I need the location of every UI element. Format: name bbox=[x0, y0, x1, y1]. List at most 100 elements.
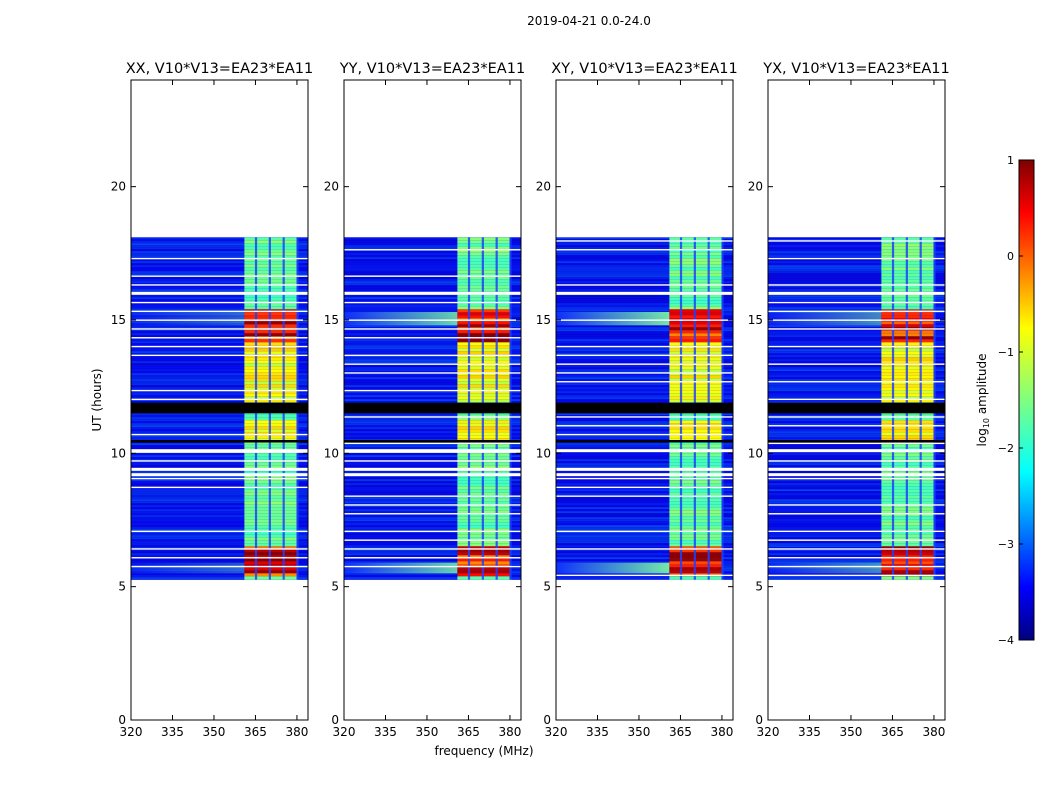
noise-row bbox=[768, 509, 945, 511]
noise-row bbox=[344, 429, 521, 431]
flagged-row bbox=[556, 477, 733, 480]
flagged-row bbox=[556, 381, 733, 383]
flagged-row bbox=[556, 291, 733, 295]
noise-row bbox=[344, 561, 521, 563]
noise-row bbox=[556, 285, 733, 287]
noise-row bbox=[556, 379, 733, 381]
noise-row bbox=[768, 429, 945, 431]
flagged-row bbox=[768, 425, 945, 427]
noise-row bbox=[131, 395, 308, 397]
noise-row bbox=[768, 359, 945, 361]
y-tick-label: 20 bbox=[324, 180, 339, 194]
noise-row bbox=[556, 421, 733, 423]
noise-row bbox=[344, 295, 521, 297]
y-tick-label: 10 bbox=[748, 446, 763, 460]
noise-row bbox=[131, 271, 308, 273]
noise-row bbox=[556, 457, 733, 459]
noise-row bbox=[556, 343, 733, 345]
noise-row bbox=[556, 351, 733, 353]
noise-row bbox=[556, 417, 733, 419]
flagged-row bbox=[556, 240, 733, 242]
flagged-row bbox=[556, 433, 733, 436]
noise-row bbox=[556, 349, 733, 351]
noise-row bbox=[768, 459, 945, 461]
noise-row bbox=[768, 341, 945, 343]
x-tick-label: 335 bbox=[586, 725, 609, 739]
flagged-row bbox=[344, 530, 521, 533]
noise-row bbox=[556, 435, 733, 437]
colorbar-label-rest: amplitude bbox=[975, 354, 989, 418]
axes-frame bbox=[130, 79, 309, 721]
noise-row bbox=[344, 383, 521, 385]
flagged-row bbox=[556, 319, 733, 321]
colorbar-tick-label: −3 bbox=[998, 538, 1014, 551]
noise-row bbox=[131, 373, 308, 375]
flagged-row bbox=[768, 548, 945, 550]
noise-row bbox=[344, 553, 521, 555]
noise-row bbox=[131, 253, 308, 255]
flagged-row bbox=[768, 319, 945, 321]
noise-row bbox=[344, 365, 521, 367]
flagged-row bbox=[344, 467, 521, 471]
flagged-row bbox=[131, 291, 308, 295]
noise-row bbox=[131, 247, 308, 249]
noise-row bbox=[131, 333, 308, 335]
noise-row bbox=[131, 485, 308, 487]
noise-row bbox=[768, 367, 945, 369]
noise-row bbox=[768, 253, 945, 255]
noise-row bbox=[768, 401, 945, 403]
noise-row bbox=[556, 337, 733, 339]
noise-row bbox=[768, 463, 945, 465]
flagged-row bbox=[344, 473, 521, 477]
noise-row bbox=[344, 461, 521, 463]
noise-row bbox=[344, 541, 521, 543]
noise-row bbox=[556, 335, 733, 337]
noise-row bbox=[131, 265, 308, 267]
flagged-row bbox=[131, 301, 308, 304]
noise-row bbox=[131, 459, 308, 461]
noise-row bbox=[556, 459, 733, 461]
noise-row bbox=[768, 555, 945, 557]
noise-row bbox=[131, 261, 308, 263]
noise-row bbox=[344, 415, 521, 417]
flagged-row bbox=[768, 513, 945, 515]
noise-row bbox=[131, 273, 308, 275]
noise-row bbox=[556, 481, 733, 483]
dark-band bbox=[556, 402, 733, 414]
noise-row bbox=[344, 381, 521, 383]
axes-frame bbox=[767, 79, 946, 721]
noise-row bbox=[131, 511, 308, 513]
flagged-row bbox=[344, 565, 521, 568]
x-tick-label: 365 bbox=[457, 725, 480, 739]
noise-row bbox=[344, 531, 521, 533]
noise-row bbox=[131, 351, 308, 353]
noise-row bbox=[131, 305, 308, 307]
noise-row bbox=[768, 497, 945, 499]
noise-row bbox=[768, 533, 945, 535]
spectrogram-image bbox=[556, 237, 733, 586]
noise-row bbox=[344, 241, 521, 243]
flagged-row bbox=[344, 582, 521, 586]
flagged-row bbox=[768, 345, 945, 348]
flagged-row bbox=[768, 310, 945, 313]
noise-row bbox=[768, 307, 945, 309]
noise-row bbox=[344, 437, 521, 439]
noise-row bbox=[344, 421, 521, 423]
flagged-row bbox=[768, 530, 945, 533]
noise-row bbox=[556, 287, 733, 289]
noise-row bbox=[344, 447, 521, 449]
noise-row bbox=[344, 359, 521, 361]
x-tick-label: 380 bbox=[710, 725, 733, 739]
x-tick-label: 335 bbox=[161, 725, 184, 739]
noise-row bbox=[556, 289, 733, 291]
flagged-row bbox=[344, 337, 521, 339]
noise-row bbox=[768, 273, 945, 275]
noise-row bbox=[768, 335, 945, 337]
noise-row bbox=[556, 295, 733, 297]
colorbar-label: log10 amplitude bbox=[975, 354, 991, 447]
noise-row bbox=[344, 369, 521, 371]
noise-row bbox=[556, 443, 733, 445]
noise-row bbox=[768, 263, 945, 265]
noise-row bbox=[131, 531, 308, 533]
flagged-row bbox=[344, 372, 521, 374]
